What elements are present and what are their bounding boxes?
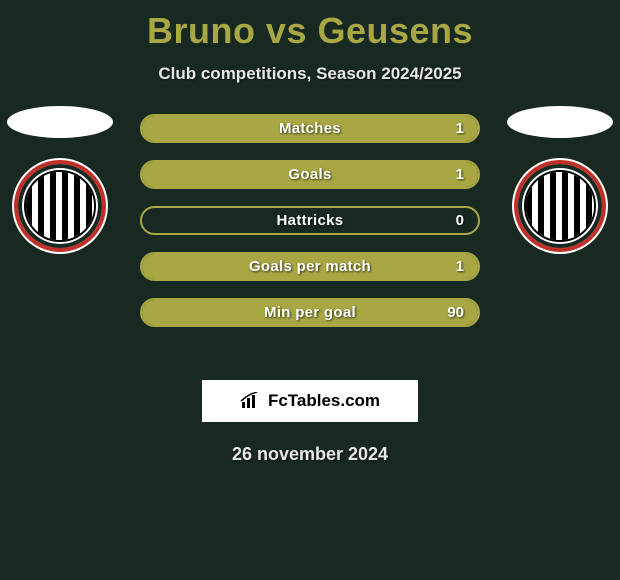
- crest-stripes: [24, 170, 96, 242]
- brand-label: FcTables.com: [268, 391, 380, 411]
- stat-right-value: 1: [456, 254, 464, 279]
- stat-label: Goals per match: [142, 254, 478, 279]
- stat-right-value: 1: [456, 116, 464, 141]
- player-right-silhouette: [507, 106, 613, 138]
- stripes-pattern: [26, 172, 94, 240]
- crest-stripes: [524, 170, 596, 242]
- subtitle: Club competitions, Season 2024/2025: [0, 64, 620, 84]
- player-left-silhouette: [7, 106, 113, 138]
- stat-row-gpm: Goals per match 1: [140, 252, 480, 281]
- bar-chart-icon: [240, 392, 262, 410]
- stat-row-goals: Goals 1: [140, 160, 480, 189]
- player-right-col: [500, 106, 620, 252]
- stat-label: Matches: [142, 116, 478, 141]
- date-label: 26 november 2024: [0, 444, 620, 465]
- stat-right-value: 0: [456, 208, 464, 233]
- stat-right-value: 1: [456, 162, 464, 187]
- stat-right-value: 90: [447, 300, 464, 325]
- stat-label: Hattricks: [142, 208, 478, 233]
- stat-row-hattricks: Hattricks 0: [140, 206, 480, 235]
- page-title: Bruno vs Geusens: [0, 0, 620, 52]
- stat-label: Goals: [142, 162, 478, 187]
- stat-label: Min per goal: [142, 300, 478, 325]
- player-left-col: [0, 106, 120, 252]
- brand-badge[interactable]: FcTables.com: [202, 380, 418, 422]
- comparison-row: Matches 1 Goals 1 Hattricks 0 Goals per …: [0, 114, 620, 354]
- stat-row-matches: Matches 1: [140, 114, 480, 143]
- stripes-pattern: [526, 172, 594, 240]
- stat-list: Matches 1 Goals 1 Hattricks 0 Goals per …: [140, 114, 480, 327]
- club-crest-right: [514, 160, 606, 252]
- stat-row-mpg: Min per goal 90: [140, 298, 480, 327]
- club-crest-left: [14, 160, 106, 252]
